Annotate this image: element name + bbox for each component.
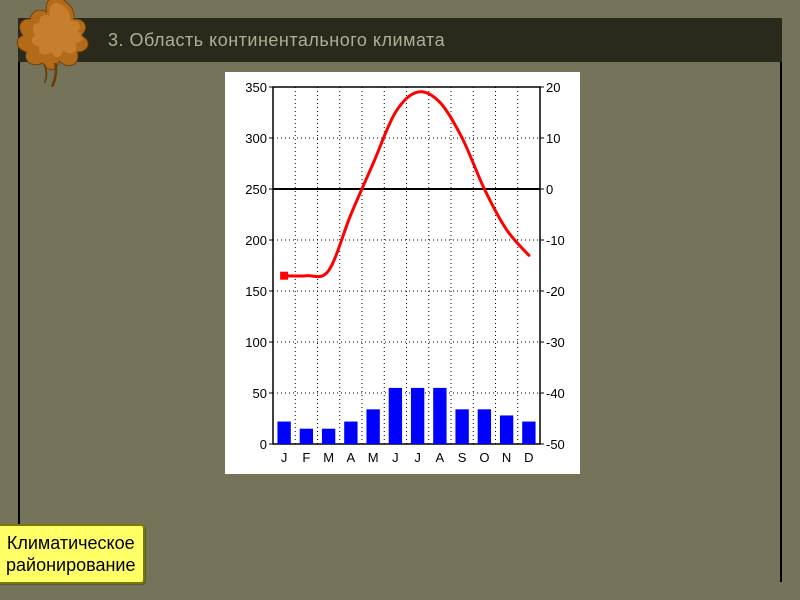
- button-label-line1: Климатическое: [7, 533, 135, 553]
- svg-text:M: M: [368, 450, 379, 465]
- svg-text:A: A: [347, 450, 356, 465]
- slide-root: 3. Область континентального климата 0 50 1…: [0, 0, 800, 600]
- chart-svg: 0 50 100 150 200 250 300 350 -50 -40 -30 -20 -10 0 10 2…: [225, 72, 580, 474]
- svg-text:250: 250: [245, 182, 267, 197]
- svg-text:S: S: [458, 450, 467, 465]
- leaf-icon: [6, 0, 116, 92]
- svg-text:-30: -30: [546, 335, 565, 350]
- button-label-line2: районирование: [6, 555, 135, 575]
- svg-text:J: J: [392, 450, 399, 465]
- svg-text:N: N: [502, 450, 511, 465]
- svg-text:10: 10: [546, 131, 560, 146]
- svg-text:O: O: [479, 450, 489, 465]
- svg-text:A: A: [436, 450, 445, 465]
- svg-text:-10: -10: [546, 233, 565, 248]
- zoning-link-button[interactable]: Климатическое районирование: [0, 524, 145, 584]
- svg-text:D: D: [524, 450, 533, 465]
- svg-text:0: 0: [260, 437, 267, 452]
- svg-text:150: 150: [245, 284, 267, 299]
- svg-text:200: 200: [245, 233, 267, 248]
- svg-text:-40: -40: [546, 386, 565, 401]
- svg-text:0: 0: [546, 182, 553, 197]
- svg-text:J: J: [281, 450, 288, 465]
- climate-chart: 0 50 100 150 200 250 300 350 -50 -40 -30 -20 -10 0 10 2…: [225, 72, 580, 474]
- svg-text:M: M: [323, 450, 334, 465]
- svg-text:100: 100: [245, 335, 267, 350]
- svg-text:F: F: [302, 450, 310, 465]
- svg-text:-20: -20: [546, 284, 565, 299]
- svg-text:-50: -50: [546, 437, 565, 452]
- svg-text:350: 350: [245, 80, 267, 95]
- slide-title-text: 3. Область континентального климата: [108, 30, 445, 50]
- slide-title: 3. Область континентального климата: [18, 18, 782, 62]
- svg-text:20: 20: [546, 80, 560, 95]
- svg-text:50: 50: [253, 386, 267, 401]
- svg-text:J: J: [414, 450, 421, 465]
- svg-text:300: 300: [245, 131, 267, 146]
